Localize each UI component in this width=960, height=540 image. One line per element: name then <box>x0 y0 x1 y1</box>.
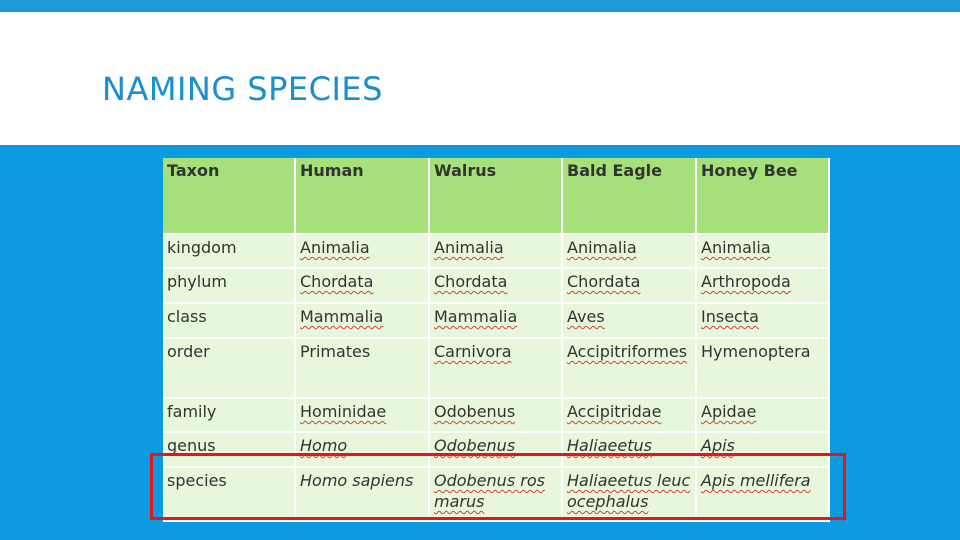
title-area: NAMING SPECIES <box>0 12 960 145</box>
table-cell: Haliaeetus leucocephalus <box>562 467 697 522</box>
table-cell: Animalia <box>429 234 563 269</box>
taxon-label: family <box>163 398 296 433</box>
slide-title: NAMING SPECIES <box>102 70 383 108</box>
table-cell: Hymenoptera <box>696 338 830 399</box>
table-row: order Primates Carnivora Accipitriformes… <box>163 338 830 399</box>
table-cell: Chordata <box>562 268 697 304</box>
taxon-label: species <box>163 467 296 522</box>
taxon-label: phylum <box>163 268 296 304</box>
table-cell: Hominidae <box>295 398 430 433</box>
table-cell: Apidae <box>696 398 830 433</box>
table-cell: Apis <box>696 432 830 468</box>
header-human: Human <box>295 158 430 235</box>
table-cell: Mammalia <box>429 303 563 339</box>
table-cell: Chordata <box>429 268 563 304</box>
species-row: species Homo sapiens Odobenus rosmarus H… <box>163 467 830 522</box>
table-cell: Animalia <box>562 234 697 269</box>
table-cell: Insecta <box>696 303 830 339</box>
header-honey-bee: Honey Bee <box>696 158 830 235</box>
table-cell: Animalia <box>295 234 430 269</box>
table-cell: Homo <box>295 432 430 468</box>
taxon-label: order <box>163 338 296 399</box>
table-cell: Haliaeetus <box>562 432 697 468</box>
table-row: class Mammalia Mammalia Aves Insecta <box>163 303 830 339</box>
table-row: family Hominidae Odobenus Accipitridae A… <box>163 398 830 433</box>
table-cell: Primates <box>295 338 430 399</box>
table-cell: Animalia <box>696 234 830 269</box>
taxonomy-table: Taxon Human Walrus Bald Eagle Honey Bee … <box>163 158 830 522</box>
table-cell: Arthropoda <box>696 268 830 304</box>
table-header-row: Taxon Human Walrus Bald Eagle Honey Bee <box>163 158 830 235</box>
table-cell: Homo sapiens <box>295 467 430 522</box>
taxon-label: genus <box>163 432 296 468</box>
table-cell: Odobenus <box>429 398 563 433</box>
header-walrus: Walrus <box>429 158 563 235</box>
table-cell: Accipitriformes <box>562 338 697 399</box>
taxon-label: kingdom <box>163 234 296 269</box>
table-cell: Odobenus <box>429 432 563 468</box>
table-cell: Odobenus rosmarus <box>429 467 563 522</box>
top-accent-bar <box>0 0 960 12</box>
taxon-label: class <box>163 303 296 339</box>
table-cell: Carnivora <box>429 338 563 399</box>
table-row: kingdom Animalia Animalia Animalia Anima… <box>163 234 830 269</box>
table-row: genus Homo Odobenus Haliaeetus Apis <box>163 432 830 468</box>
table-cell: Accipitridae <box>562 398 697 433</box>
table-cell: Apis mellifera <box>696 467 830 522</box>
header-taxon: Taxon <box>163 158 296 235</box>
table-cell: Chordata <box>295 268 430 304</box>
table-cell: Aves <box>562 303 697 339</box>
header-bald-eagle: Bald Eagle <box>562 158 697 235</box>
table-row: phylum Chordata Chordata Chordata Arthro… <box>163 268 830 304</box>
table-cell: Mammalia <box>295 303 430 339</box>
taxonomy-table-container: Taxon Human Walrus Bald Eagle Honey Bee … <box>163 158 830 522</box>
